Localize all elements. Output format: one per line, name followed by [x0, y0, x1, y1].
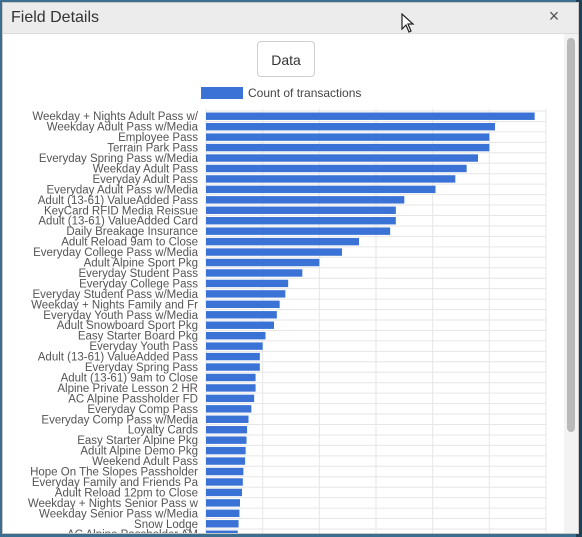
bar[interactable] — [206, 143, 490, 152]
category-label: Everyday Student Pass — [78, 268, 198, 280]
bar[interactable] — [206, 164, 467, 173]
category-label: Alpine Private Lesson 2 HR — [57, 383, 198, 395]
bar[interactable] — [206, 405, 252, 413]
category-label: Everyday Family and Friends Pa — [32, 477, 199, 489]
bar[interactable] — [206, 321, 274, 329]
bar[interactable] — [206, 488, 242, 497]
category-label: Weekday + Nights Senior Pass w — [28, 498, 199, 510]
bar[interactable] — [206, 248, 342, 256]
bar[interactable] — [206, 530, 238, 534]
bar[interactable] — [206, 499, 240, 507]
bar[interactable] — [206, 217, 396, 225]
category-label: Weekday Adult Pass — [93, 163, 199, 175]
bar[interactable] — [206, 133, 490, 141]
bar[interactable] — [206, 342, 263, 350]
category-label: Weekday Adult Pass w/Media — [47, 122, 199, 134]
bar[interactable] — [206, 331, 266, 340]
category-label: Everyday Adult Pass w/Media — [47, 184, 199, 196]
category-label: Adult Alpine Sport Pkg — [84, 258, 198, 270]
category-label: Adult (13-61) 9am to Close — [61, 372, 198, 384]
bar-chart: Weekday + Nights Adult Pass w/Weekday Ad… — [28, 109, 547, 534]
bar[interactable] — [206, 363, 260, 371]
bar[interactable] — [206, 467, 244, 476]
category-label: Adult Alpine Demo Pkg — [80, 446, 198, 458]
category-label: AC Alpine Passholder FD — [68, 393, 198, 405]
bar[interactable] — [206, 373, 256, 382]
bar[interactable] — [206, 300, 280, 309]
category-label: Everyday Youth Pass w/Media — [43, 310, 198, 322]
close-icon[interactable]: × — [548, 6, 560, 26]
bar[interactable] — [206, 457, 246, 465]
bar[interactable] — [206, 112, 535, 120]
category-label: Adult Reload 9am to Close — [61, 237, 198, 249]
category-label: AC Alpine Passholder AM — [67, 529, 198, 534]
category-label: Daily Breakage Insurance — [66, 226, 198, 238]
bar[interactable] — [206, 394, 255, 403]
background-strip — [576, 0, 582, 537]
bar[interactable] — [206, 352, 260, 361]
bar[interactable] — [206, 258, 320, 267]
category-label: Adult (13-61) ValueAdded Pass — [38, 195, 198, 207]
category-label: Everyday Youth Pass — [89, 341, 198, 353]
category-label: Snow Lodge — [134, 519, 198, 531]
bar[interactable] — [206, 279, 289, 288]
category-label: Weekday + Nights Family and Fr — [31, 299, 198, 311]
bar[interactable] — [206, 227, 391, 235]
dialog-titlebar[interactable]: Field Details × — [3, 3, 578, 34]
legend-swatch — [201, 87, 243, 99]
dialog-title: Field Details — [11, 9, 100, 26]
bar[interactable] — [206, 446, 246, 455]
bar[interactable] — [206, 520, 239, 528]
bar[interactable] — [206, 196, 405, 204]
bar[interactable] — [206, 206, 396, 214]
bar[interactable] — [206, 311, 277, 319]
bar[interactable] — [206, 185, 436, 194]
category-label: Employee Pass — [118, 132, 198, 144]
category-label: Easy Starter Board Pkg — [78, 331, 198, 343]
bar[interactable] — [206, 436, 247, 444]
bar[interactable] — [206, 290, 286, 298]
category-label: Weekend Adult Pass — [92, 456, 198, 468]
category-label: Everyday Student Pass w/Media — [32, 289, 198, 301]
mouse-cursor-icon — [401, 13, 415, 33]
category-label: Hope On The Slopes Passholder — [30, 467, 198, 479]
category-label: Adult Snowboard Sport Pkg — [57, 320, 198, 332]
bar[interactable] — [206, 269, 303, 277]
bar[interactable] — [206, 154, 478, 162]
bar[interactable] — [206, 478, 243, 486]
data-button[interactable]: Data — [257, 41, 315, 77]
category-label: Loyalty Cards — [128, 425, 199, 437]
category-label: Everyday Spring Pass w/Media — [39, 153, 199, 165]
category-label: Adult Reload 12pm to Close — [55, 487, 198, 499]
bar[interactable] — [206, 384, 256, 392]
category-label: Easy Starter Alpine Pkg — [77, 435, 198, 447]
legend-label: Count of transactions — [248, 86, 362, 100]
bar[interactable] — [206, 509, 240, 518]
category-label: Adult (13-61) ValueAdded Pass — [38, 352, 198, 364]
category-label: Everyday Adult Pass — [93, 174, 199, 186]
bar[interactable] — [206, 175, 456, 183]
bar[interactable] — [206, 122, 495, 131]
category-label: Everyday College Pass — [79, 278, 198, 290]
category-label: Everyday Spring Pass — [85, 362, 198, 374]
bar[interactable] — [206, 415, 249, 423]
bar[interactable] — [206, 237, 359, 246]
category-label: KeyCard RFID Media Reissue — [44, 205, 198, 217]
category-label: Adult (13-61) ValueAdded Card — [38, 216, 198, 228]
category-label: Everyday Comp Pass w/Media — [41, 414, 198, 426]
category-label: Weekday Senior Pass w/Media — [39, 508, 199, 520]
category-label: Everyday Comp Pass — [87, 404, 198, 416]
category-label: Everyday College Pass w/Media — [33, 247, 199, 259]
category-label: Terrain Park Pass — [107, 143, 198, 155]
vertical-scrollbar[interactable] — [564, 34, 578, 533]
scrollbar-thumb[interactable] — [567, 38, 575, 432]
bar[interactable] — [206, 426, 248, 434]
category-label: Weekday + Nights Adult Pass w/ — [32, 111, 198, 123]
